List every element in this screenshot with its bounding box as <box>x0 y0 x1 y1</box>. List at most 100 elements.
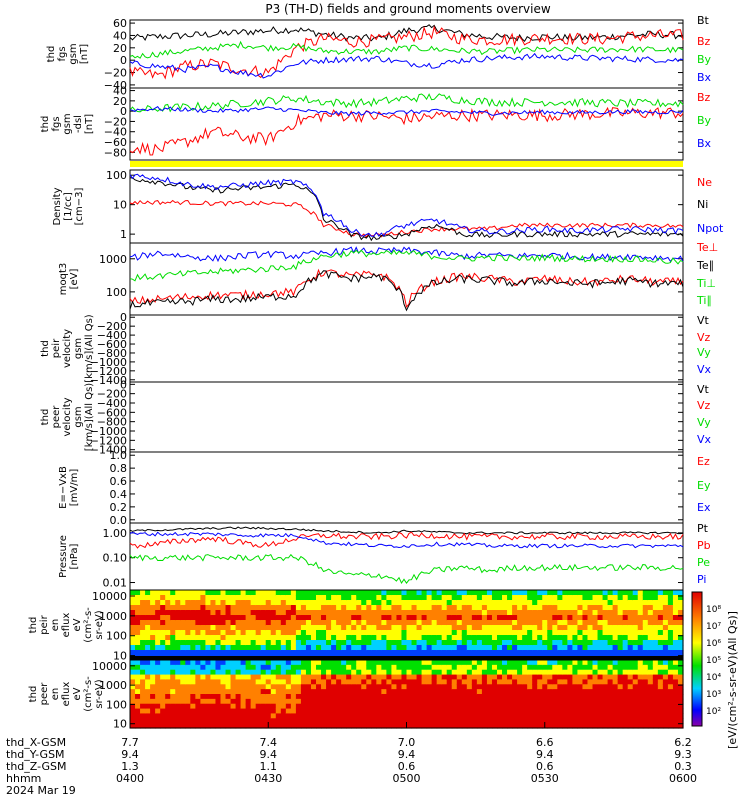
heatmap-cell <box>627 694 634 700</box>
heatmap-cell <box>662 694 669 700</box>
heatmap-cell <box>522 718 528 724</box>
heatmap-cell <box>426 698 433 705</box>
heatmap-cell <box>346 630 352 636</box>
heatmap-cell <box>386 620 393 626</box>
heatmap-cell <box>667 625 674 631</box>
heatmap-cell <box>155 595 161 601</box>
heatmap-cell <box>165 645 171 651</box>
heatmap-cell <box>290 595 297 601</box>
heatmap-cell <box>602 595 609 601</box>
heatmap-cell <box>290 615 297 621</box>
heatmap-cell <box>577 650 584 656</box>
heatmap-cell <box>512 703 518 710</box>
heatmap-cell <box>476 605 483 611</box>
heatmap-cell <box>185 660 191 666</box>
heatmap-cell <box>542 669 548 676</box>
heatmap-cell <box>346 600 352 606</box>
heatmap-cell <box>170 674 176 681</box>
heatmap-cell <box>220 698 227 705</box>
heatmap-cell <box>220 635 227 641</box>
heatmap-cell <box>341 600 347 606</box>
heatmap-cell <box>456 660 463 666</box>
heatmap-cell <box>275 640 282 646</box>
heatmap-cell <box>542 684 548 690</box>
heatmap-cell <box>567 703 573 710</box>
heatmap-cell <box>652 635 659 641</box>
heatmap-cell <box>280 600 287 606</box>
heatmap-cell <box>230 605 237 611</box>
y-axis-label: peer <box>39 682 50 706</box>
heatmap-cell <box>451 669 458 676</box>
heatmap-cell <box>446 684 453 690</box>
heatmap-cell <box>316 669 322 676</box>
heatmap-cell <box>662 595 669 601</box>
heatmap-cell <box>305 640 312 646</box>
heatmap-cell <box>491 625 498 631</box>
heatmap-cell <box>436 713 443 719</box>
heatmap-cell <box>270 684 277 690</box>
heatmap-cell <box>522 620 528 626</box>
heatmap-cell <box>466 718 473 724</box>
y-tick-label: 0 <box>120 54 127 67</box>
heatmap-cell <box>642 595 649 601</box>
heatmap-cell <box>170 664 176 671</box>
heatmap-cell <box>537 615 543 621</box>
heatmap-cell <box>481 645 488 651</box>
heatmap-cell <box>205 620 212 626</box>
heatmap-cell <box>607 650 614 656</box>
heatmap-cell <box>225 698 232 705</box>
heatmap-cell <box>200 660 207 666</box>
heatmap-cell <box>346 605 352 611</box>
heatmap-cell <box>677 674 684 681</box>
heatmap-cell <box>220 664 227 671</box>
heatmap-cell <box>547 640 553 646</box>
heatmap-cell <box>275 694 282 700</box>
y-tick-label: 10000 <box>92 660 127 673</box>
heatmap-cell <box>537 635 543 641</box>
heatmap-cell <box>180 684 186 690</box>
heatmap-cell <box>632 635 639 641</box>
heatmap-cell <box>150 595 156 601</box>
heatmap-cell <box>225 664 232 671</box>
heatmap-cell <box>632 694 639 700</box>
heatmap-cell <box>431 610 438 616</box>
heatmap-cell <box>436 630 443 636</box>
heatmap-cell <box>140 610 146 616</box>
heatmap-cell <box>527 660 533 666</box>
heatmap-cell <box>310 664 317 671</box>
heatmap-cell <box>275 610 282 616</box>
heatmap-cell <box>431 590 438 596</box>
heatmap-cell <box>326 610 332 616</box>
heatmap-cell <box>622 620 629 626</box>
heatmap-cell <box>431 620 438 626</box>
heatmap-cell <box>260 600 267 606</box>
heatmap-cell <box>587 625 594 631</box>
heatmap-cell <box>265 698 272 705</box>
heatmap-cell <box>396 669 403 676</box>
heatmap-cell <box>667 694 674 700</box>
heatmap-cell <box>285 610 292 616</box>
heatmap-cell <box>331 679 337 685</box>
heatmap-cell <box>637 718 644 724</box>
heatmap-cell <box>290 600 297 606</box>
heatmap-cell <box>637 630 644 636</box>
y-axis-label: en <box>50 688 61 701</box>
heatmap-cell <box>657 694 664 700</box>
heatmap-cell <box>602 689 609 695</box>
heatmap-cell <box>577 590 584 596</box>
y-tick-label: −600 <box>97 406 127 419</box>
heatmap-cell <box>491 694 498 700</box>
heatmap-cell <box>662 635 669 641</box>
heatmap-cell <box>321 600 327 606</box>
heatmap-cell <box>295 703 302 710</box>
heatmap-cell <box>466 615 473 621</box>
heatmap-cell <box>496 698 503 705</box>
heatmap-cell <box>235 684 242 690</box>
heatmap-cell <box>547 723 553 729</box>
heatmap-cell <box>205 605 212 611</box>
heatmap-cell <box>507 718 513 724</box>
heatmap-cell <box>677 650 684 656</box>
heatmap-cell <box>441 694 448 700</box>
